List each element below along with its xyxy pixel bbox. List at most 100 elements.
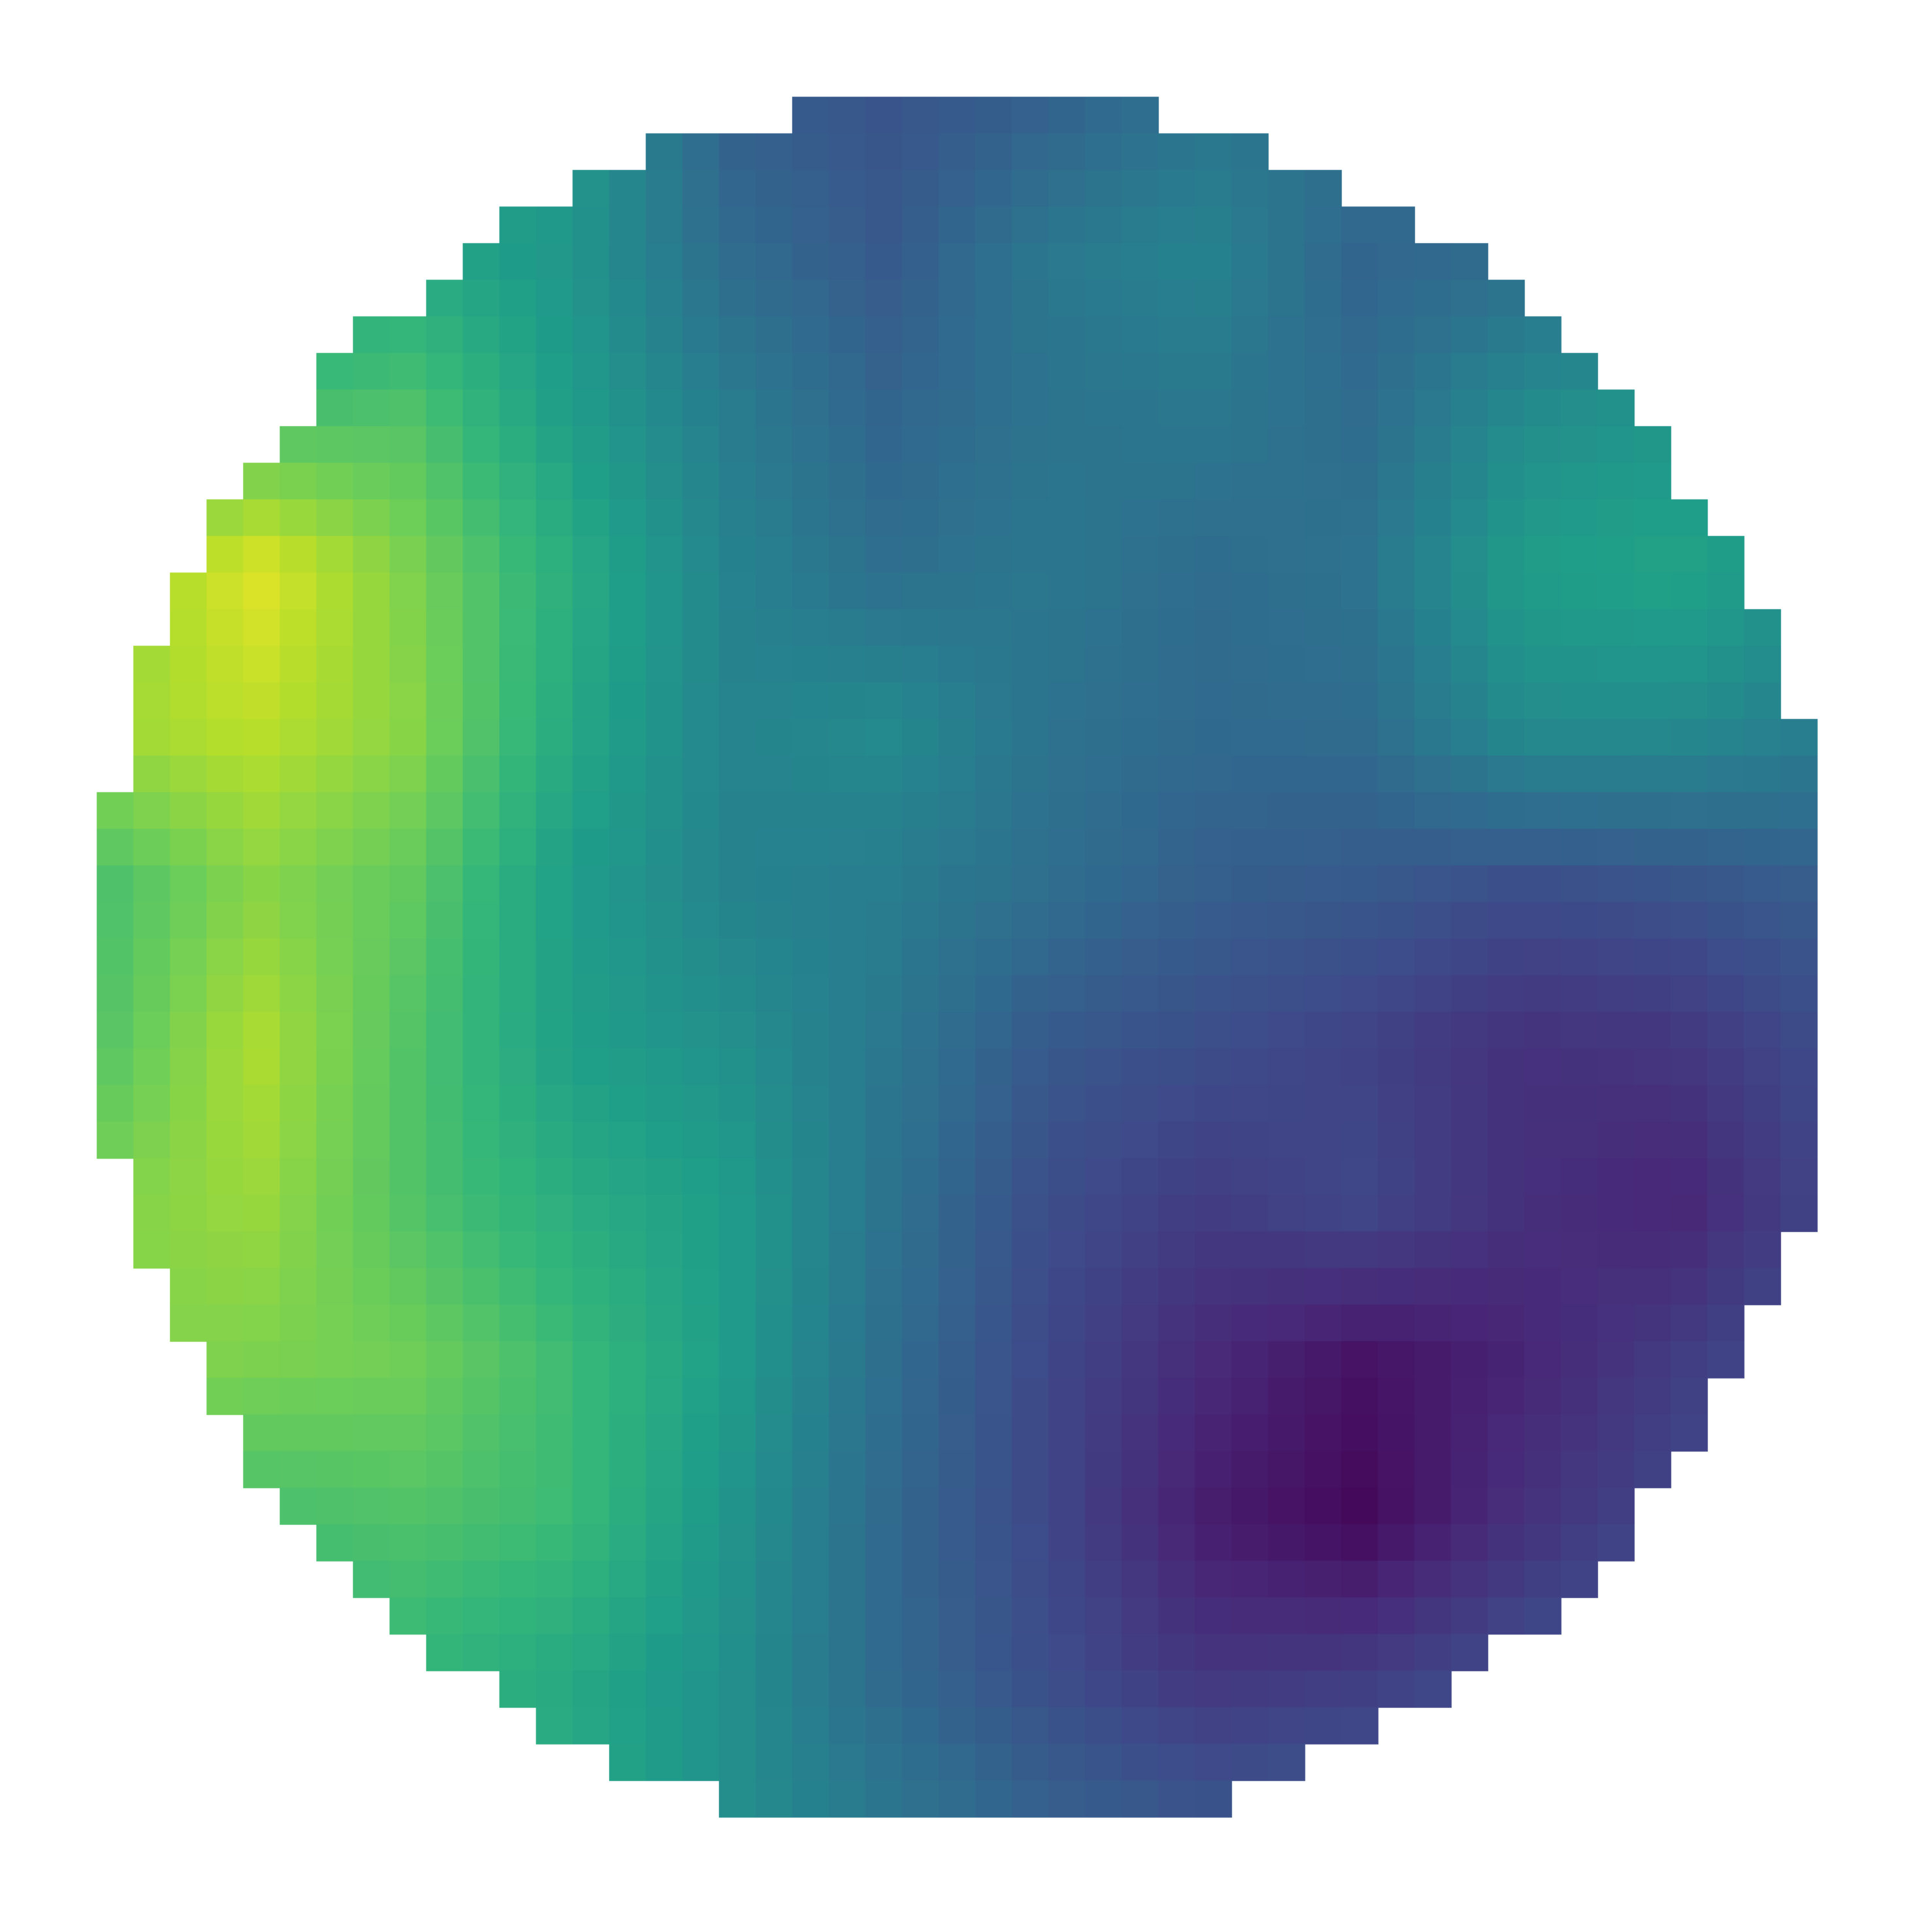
heatmap-cell	[966, 1546, 1111, 1691]
heatmap-cell	[676, 821, 822, 966]
heatmap-cell	[97, 531, 242, 676]
heatmap-cell	[1401, 242, 1546, 387]
heatmap-cell	[97, 1690, 242, 1835]
heatmap-cell	[676, 676, 822, 822]
heatmap-cell	[1401, 1546, 1546, 1691]
heatmap-cell	[97, 821, 242, 966]
heatmap-cell	[1111, 676, 1256, 822]
heatmap-cell	[386, 531, 531, 676]
heatmap-cell	[1401, 386, 1546, 531]
heatmap-cell	[821, 242, 966, 387]
heatmap-cell	[1546, 97, 1691, 242]
heatmap-cell	[242, 966, 387, 1111]
heatmap-cell	[531, 966, 676, 1111]
heatmap-cell	[531, 1256, 676, 1401]
heatmap-cell	[242, 1546, 387, 1691]
heatmap-cell	[531, 821, 676, 966]
heatmap-cell	[821, 676, 966, 822]
heatmap-cell	[1256, 1401, 1401, 1546]
heatmap-cell	[821, 1401, 966, 1546]
heatmap-cell	[676, 531, 822, 676]
heatmap-cell	[1256, 531, 1401, 676]
heatmap-cell	[676, 1546, 822, 1691]
heatmap-cell	[386, 821, 531, 966]
heatmap-cell	[531, 1546, 676, 1691]
heatmap-cell	[1546, 1256, 1691, 1401]
heatmap-cell	[1256, 1546, 1401, 1691]
heatmap-cell	[97, 386, 242, 531]
heatmap-cell	[386, 1546, 531, 1691]
heatmap-cell	[1690, 386, 1835, 531]
heatmap-cell	[1111, 531, 1256, 676]
heatmap-cell	[676, 1401, 822, 1546]
heatmap-cell	[966, 1690, 1111, 1835]
heatmap-cell	[966, 97, 1111, 242]
heatmap-cell	[1546, 386, 1691, 531]
heatmap-cell	[966, 821, 1111, 966]
heatmap-cell	[1111, 1256, 1256, 1401]
heatmap-cell	[97, 242, 242, 387]
heatmap-cell	[531, 97, 676, 242]
heatmap-cell	[1690, 966, 1835, 1111]
heatmap-cell	[1111, 1111, 1256, 1256]
heatmap-cell	[1401, 1401, 1546, 1546]
heatmap-cell	[1690, 97, 1835, 242]
heatmap-cell	[1690, 676, 1835, 822]
heatmap-cell	[821, 531, 966, 676]
heatmap-cell	[1256, 676, 1401, 822]
heatmap-cell	[1401, 966, 1546, 1111]
heatmap-cell	[676, 1256, 822, 1401]
heatmap-cell	[386, 676, 531, 822]
heatmap-cell	[821, 966, 966, 1111]
heatmap-cell	[97, 1256, 242, 1401]
heatmap-cell	[966, 531, 1111, 676]
heatmap-cell	[1546, 966, 1691, 1111]
heatmap-cell	[1401, 1111, 1546, 1256]
heatmap-cell	[1111, 97, 1256, 242]
heatmap-cell	[242, 531, 387, 676]
heatmap-cell	[1546, 1690, 1691, 1835]
heatmap-cell	[386, 242, 531, 387]
heatmap-cell	[1256, 242, 1401, 387]
heatmap-cell	[1546, 242, 1691, 387]
heatmap-cell	[1256, 966, 1401, 1111]
heatmap-cell	[1256, 97, 1401, 242]
heatmap-cell	[1690, 1690, 1835, 1835]
heatmap-cell	[242, 1111, 387, 1256]
heatmap-cell	[242, 1401, 387, 1546]
heatmap-cell	[1111, 1690, 1256, 1835]
heatmap-cell	[1111, 386, 1256, 531]
heatmap-cell	[531, 242, 676, 387]
heatmap-cell	[1546, 531, 1691, 676]
heatmap-cell	[242, 242, 387, 387]
heatmap-cell	[242, 1256, 387, 1401]
heatmap-cell	[531, 1690, 676, 1835]
heatmap-cell	[242, 1690, 387, 1835]
heatmap-cell	[1256, 1690, 1401, 1835]
heatmap-cell	[531, 531, 676, 676]
heatmap-cell	[821, 1690, 966, 1835]
heatmap-cell	[1690, 1256, 1835, 1401]
heatmap-cell	[242, 386, 387, 531]
heatmap-cell	[242, 97, 387, 242]
heatmap-cell	[97, 1111, 242, 1256]
heatmap-cell	[97, 676, 242, 822]
heatmap-cell	[1256, 821, 1401, 966]
heatmap-cell	[1690, 1546, 1835, 1691]
heatmap-cell	[676, 966, 822, 1111]
heatmap-cell	[531, 386, 676, 531]
heatmap-cell	[1111, 1546, 1256, 1691]
heatmap-cell	[966, 676, 1111, 822]
heatmap-cell	[821, 1111, 966, 1256]
heatmap-cell	[97, 1401, 242, 1546]
heatmap-cell	[676, 1690, 822, 1835]
heatmap-cell	[386, 1401, 531, 1546]
heatmap-cell	[1111, 1401, 1256, 1546]
heatmap-cell	[676, 242, 822, 387]
heatmap-cell	[1546, 1546, 1691, 1691]
heatmap-cell	[821, 97, 966, 242]
heatmap-cell	[676, 1111, 822, 1256]
